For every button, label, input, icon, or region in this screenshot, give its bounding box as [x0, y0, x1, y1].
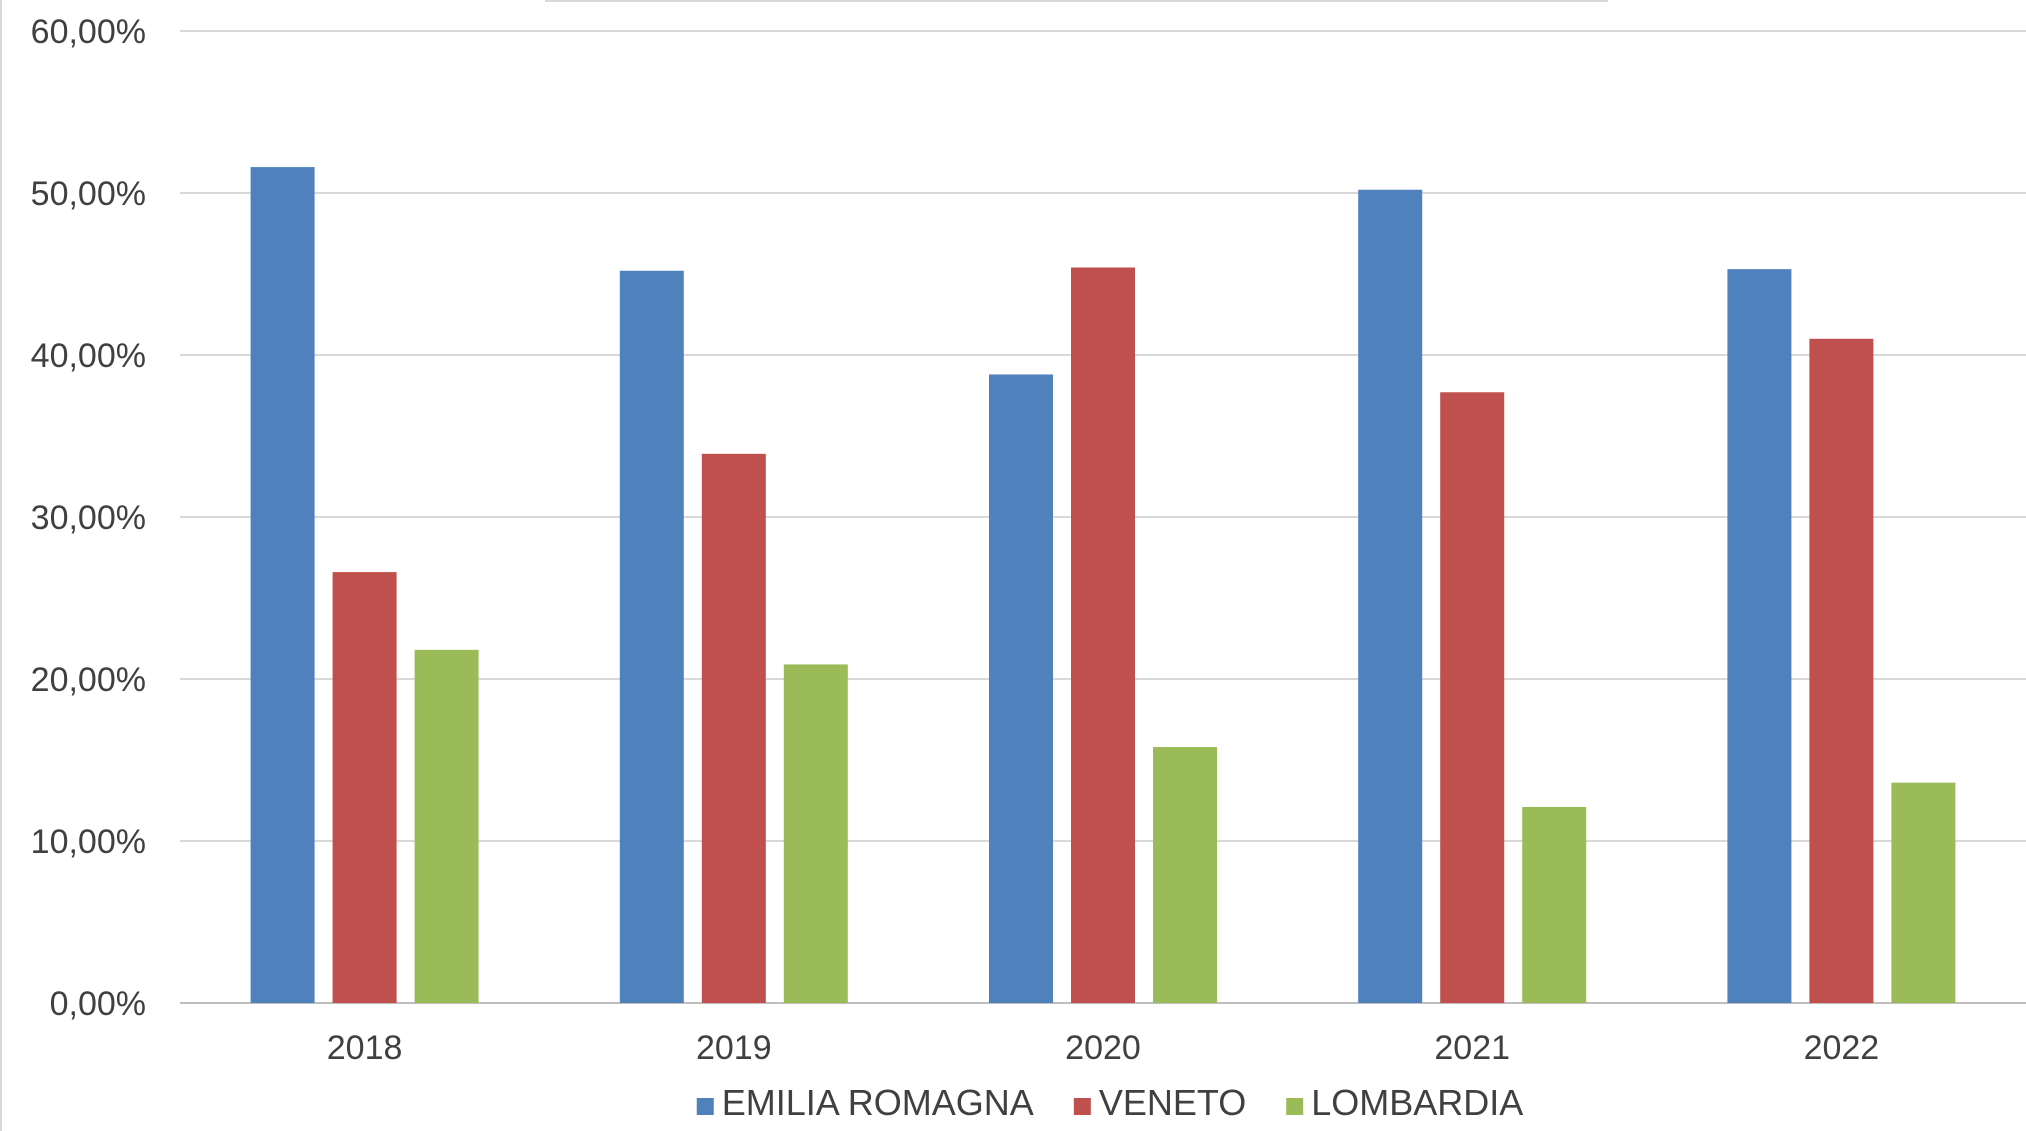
y-tick-label: 50,00%	[31, 175, 146, 213]
legend-swatch	[696, 1098, 714, 1115]
legend-label: VENETO	[1099, 1082, 1246, 1123]
y-tick-label: 40,00%	[31, 337, 146, 375]
x-tick-label: 2020	[1065, 1029, 1141, 1067]
y-tick-label: 20,00%	[31, 661, 146, 699]
bars	[250, 167, 1956, 1003]
bar	[619, 270, 684, 1003]
y-axis-tick-labels: 0,00% 10,00% 20,00% 30,00% 40,00% 50,00% 60,00…	[31, 13, 146, 1023]
legend-label: LOMBARDIA	[1311, 1082, 1523, 1123]
x-tick-label: 2021	[1434, 1029, 1510, 1067]
bar	[332, 572, 397, 1003]
bar	[1891, 782, 1956, 1003]
x-tick-label: 2022	[1804, 1029, 1880, 1067]
bar	[701, 453, 766, 1003]
legend-label: EMILIA ROMAGNA	[722, 1082, 1034, 1123]
x-tick-label: 2018	[327, 1029, 403, 1067]
bar	[783, 664, 848, 1003]
bar	[1153, 747, 1217, 1003]
y-tick-label: 0,00%	[50, 985, 146, 1023]
x-tick-label: 2019	[696, 1029, 772, 1067]
bar	[250, 167, 315, 1003]
y-tick-label: 60,00%	[31, 13, 146, 51]
y-tick-label: 10,00%	[31, 823, 146, 861]
legend: EMILIA ROMAGNA VENETO LOMBARDIA	[696, 1082, 1523, 1123]
bar	[1522, 806, 1587, 1003]
bar	[1727, 269, 1792, 1003]
legend-swatch	[1073, 1098, 1091, 1115]
bar	[1358, 189, 1423, 1003]
y-tick-label: 30,00%	[31, 499, 146, 537]
bar	[1440, 392, 1505, 1003]
bar	[1071, 267, 1135, 1003]
bar	[414, 649, 479, 1003]
bar	[1809, 338, 1874, 1003]
bar	[989, 374, 1053, 1003]
legend-swatch	[1286, 1098, 1304, 1115]
x-axis-tick-labels: 2018 2019 2020 2021 2022	[327, 1029, 1879, 1067]
